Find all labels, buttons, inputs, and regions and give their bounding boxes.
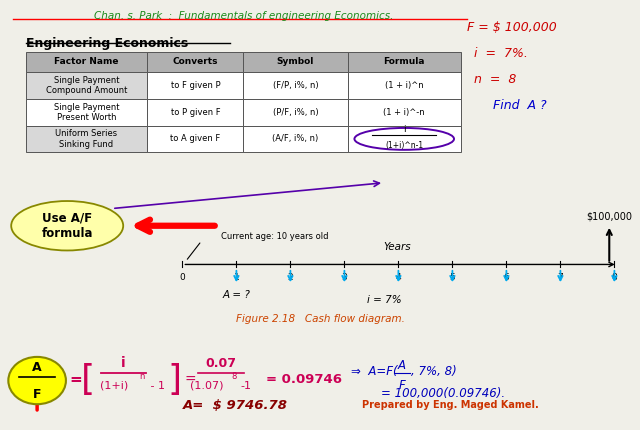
Text: =: = [69,372,82,387]
Text: n  =  8: n = 8 [474,73,516,86]
Text: 8: 8 [612,273,617,282]
Text: Figure 2.18   Cash flow diagram.: Figure 2.18 Cash flow diagram. [236,314,404,324]
Text: Factor Name: Factor Name [54,58,119,66]
Text: = 0.09746: = 0.09746 [266,373,342,386]
Text: 0.07: 0.07 [205,357,236,370]
Text: 2: 2 [287,273,293,282]
Bar [348,52,461,72]
Text: -1: -1 [240,381,251,390]
Text: 3: 3 [342,273,348,282]
Text: A=  $ 9746.78: A= $ 9746.78 [182,399,287,412]
Bar [243,52,348,72]
Text: A: A [398,359,406,372]
Text: Chan. s. Park  :  Fundamentals of engineering Economics.: Chan. s. Park : Fundamentals of engineer… [93,11,393,21]
Text: = 100,000(0.09746).: = 100,000(0.09746). [381,387,505,400]
Text: Use A/F
formula: Use A/F formula [42,212,93,240]
Text: to A given F: to A given F [170,135,220,143]
Text: Single Payment
Present Worth: Single Payment Present Worth [54,102,119,122]
Text: $100,000: $100,000 [586,212,632,221]
Text: [: [ [81,362,95,397]
Text: =: = [184,373,196,387]
Text: 6: 6 [504,273,509,282]
Text: , 7%, 8): , 7%, 8) [411,366,456,378]
Text: F = $ 100,000: F = $ 100,000 [467,22,557,34]
Bar [348,72,461,99]
Text: (1.07): (1.07) [190,381,223,390]
Bar [147,72,243,99]
Text: i: i [120,356,125,370]
Text: 0: 0 [180,273,185,282]
Text: Single Payment
Compound Amount: Single Payment Compound Amount [46,76,127,95]
Text: ]: ] [167,362,181,397]
Text: to F given P: to F given P [170,81,220,90]
Text: Converts: Converts [173,58,218,66]
Bar [147,126,243,152]
Text: 4: 4 [396,273,401,282]
Text: 5: 5 [449,273,455,282]
Text: (A/F, i%, n): (A/F, i%, n) [272,135,319,143]
Text: Formula: Formula [383,58,425,66]
Text: (1 + i)^-n: (1 + i)^-n [383,108,425,117]
Bar [348,126,461,152]
Ellipse shape [12,201,123,250]
Bar [26,72,147,99]
Text: Years: Years [383,242,411,252]
Text: Prepared by Eng. Maged Kamel.: Prepared by Eng. Maged Kamel. [362,400,538,411]
Text: n: n [139,372,144,381]
Text: (1 + i)^n: (1 + i)^n [385,81,424,90]
Text: F: F [399,379,405,392]
Ellipse shape [8,357,66,404]
Bar [26,126,147,152]
Text: 7: 7 [557,273,563,282]
Text: Uniform Series
Sinking Fund: Uniform Series Sinking Fund [56,129,118,149]
Text: - 1: - 1 [147,381,165,390]
Bar [147,52,243,72]
Text: to P given F: to P given F [170,108,220,117]
Text: Symbol: Symbol [276,58,314,66]
Text: i = 7%: i = 7% [367,295,401,304]
Bar [243,72,348,99]
Text: Engineering Economics: Engineering Economics [26,37,188,49]
Text: (1+i)^n-1: (1+i)^n-1 [385,141,423,150]
Bar [243,126,348,152]
Text: Find  A ?: Find A ? [493,99,547,112]
Text: (F/P, i%, n): (F/P, i%, n) [273,81,318,90]
Text: 1: 1 [234,273,239,282]
Text: F: F [33,388,42,401]
Text: ⇒  A=F(: ⇒ A=F( [351,366,397,378]
Text: (P/F, i%, n): (P/F, i%, n) [273,108,318,117]
Text: i: i [403,125,406,134]
Text: A = ?: A = ? [223,290,250,300]
Bar [243,99,348,126]
Text: A: A [32,361,42,374]
Text: Current age: 10 years old: Current age: 10 years old [221,232,328,241]
Text: i  =  7%.: i = 7%. [474,47,527,60]
Bar [26,99,147,126]
Bar [348,99,461,126]
Text: (1+i): (1+i) [100,381,128,390]
Bar [26,52,147,72]
Bar [147,99,243,126]
Text: 8: 8 [232,372,237,381]
